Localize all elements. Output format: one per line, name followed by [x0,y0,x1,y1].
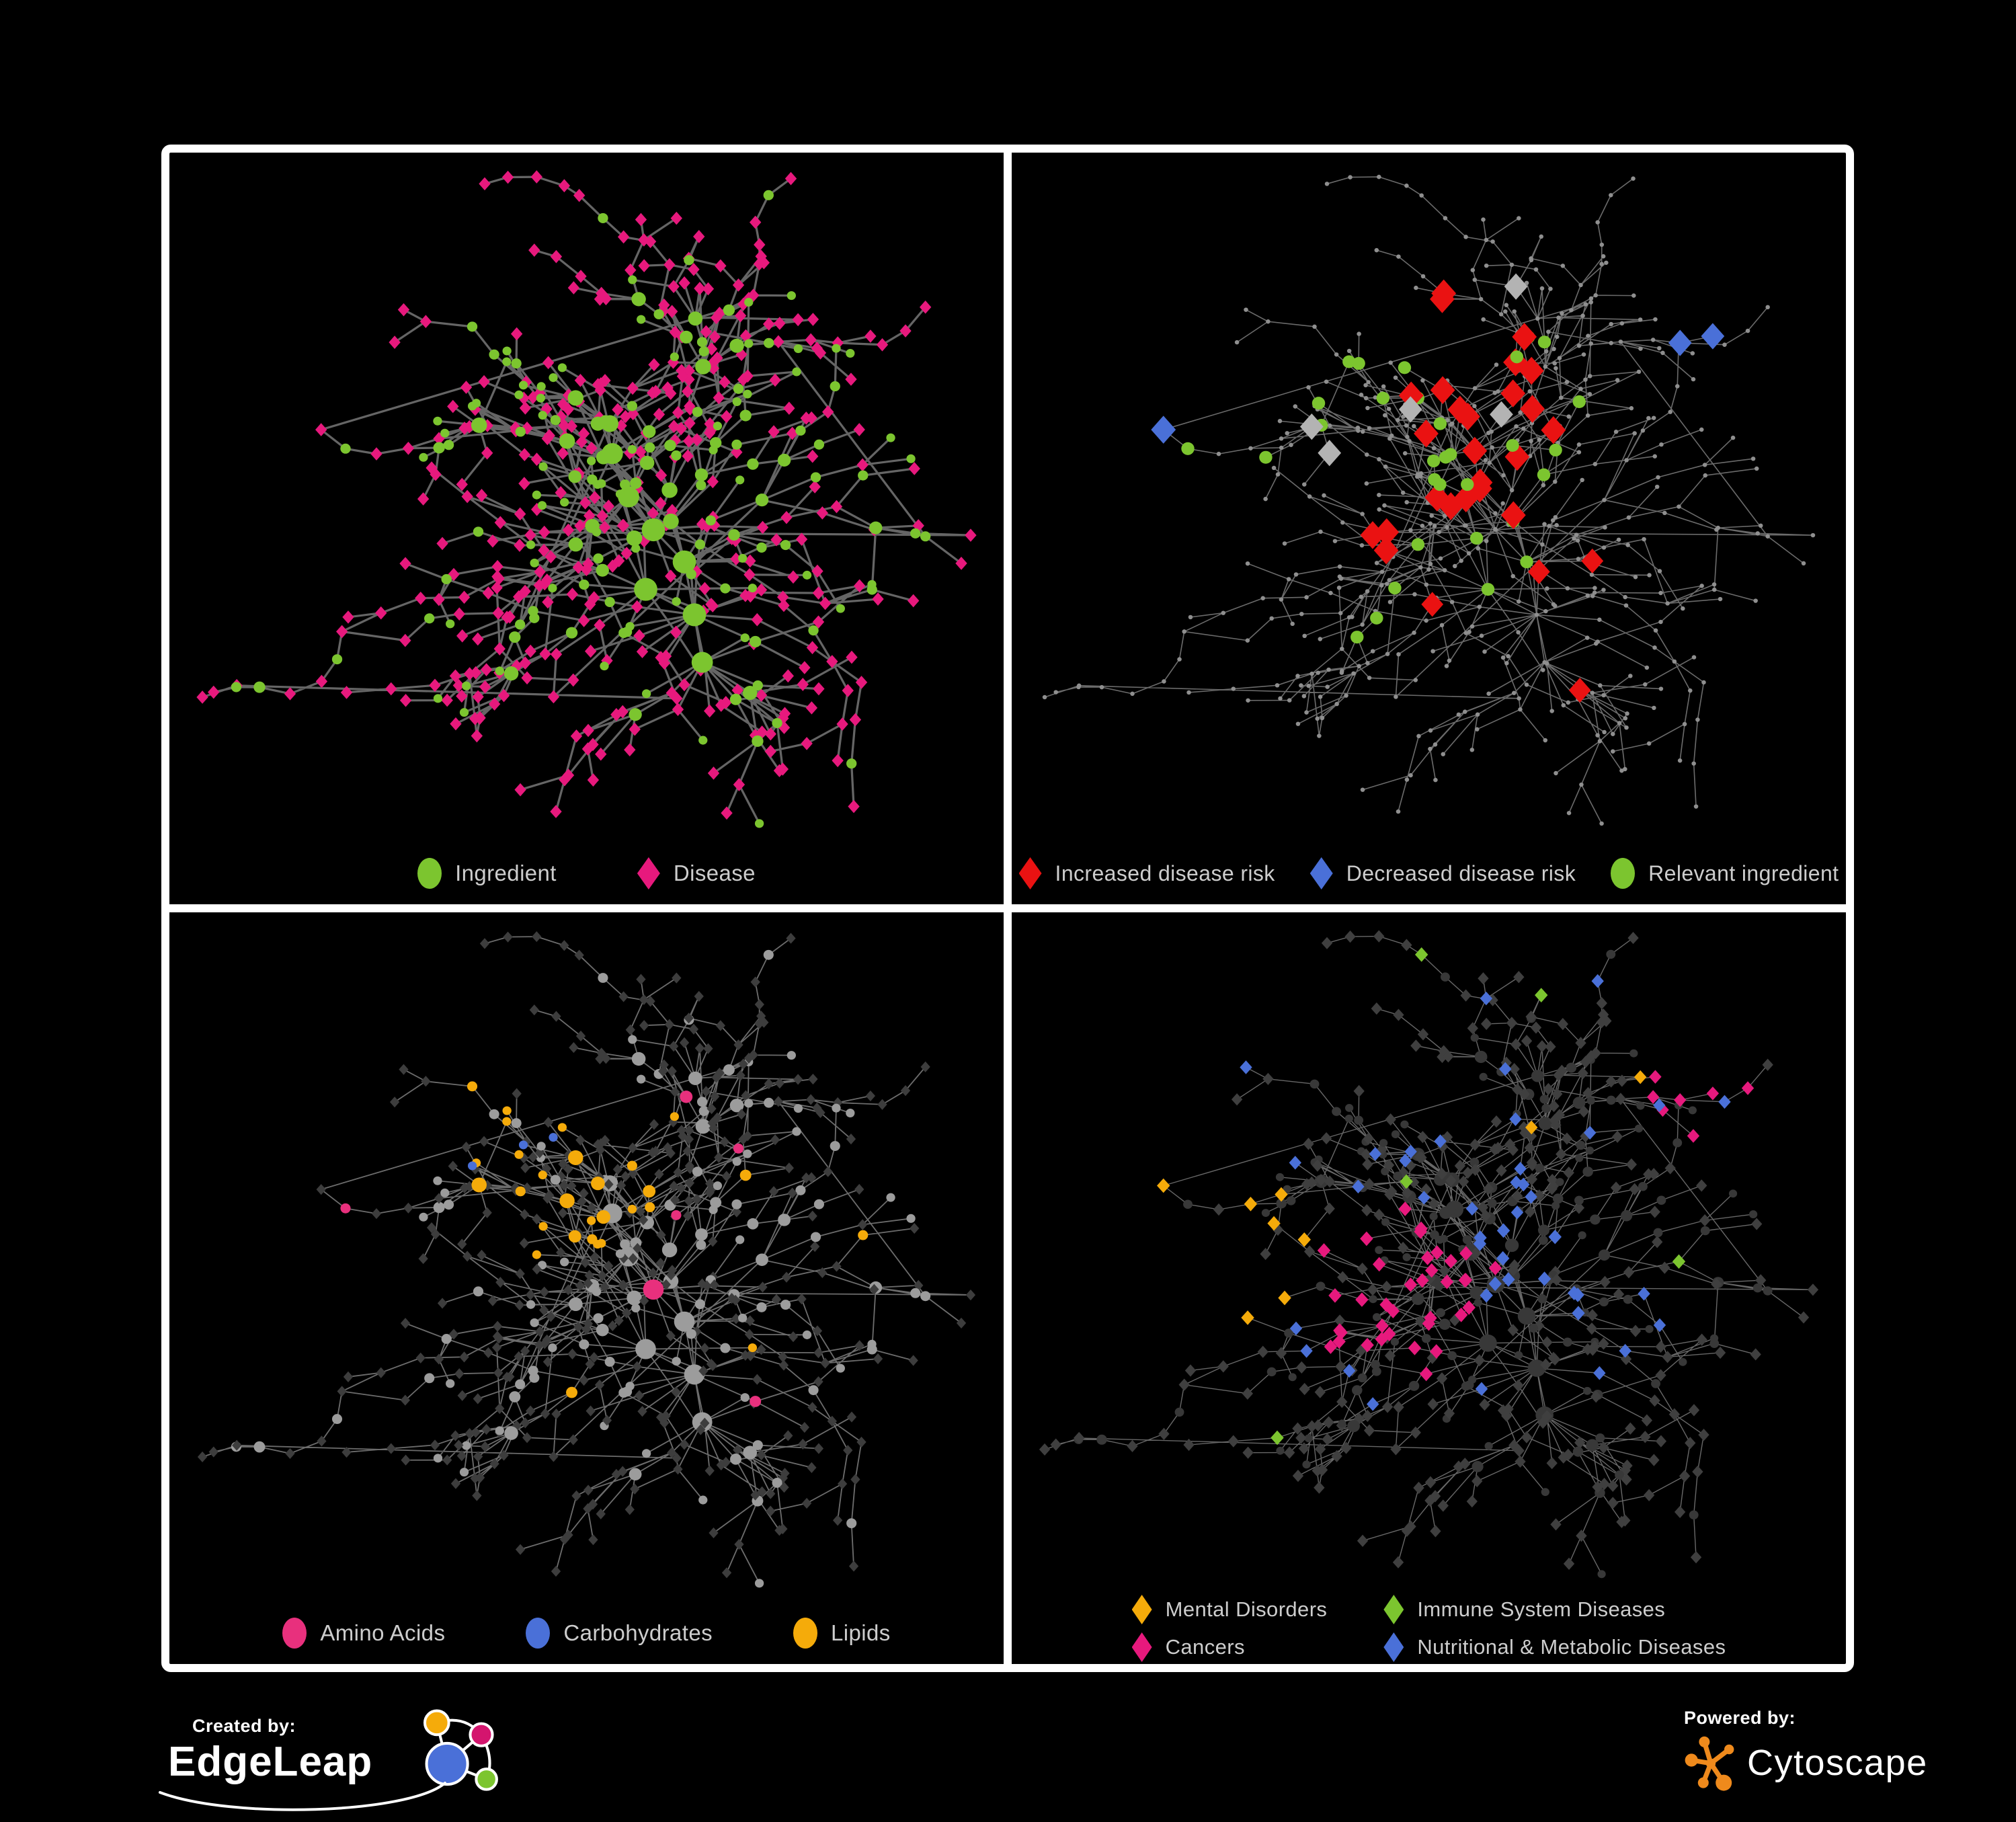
legend-item-relevant-ingredient: Relevant ingredient [1611,858,1839,889]
legend-item-ingredient: Ingredient [417,858,557,889]
disease-risk-network-graph [1042,174,1816,826]
carbohydrates-marker-icon [526,1618,551,1649]
legend-label: Ingredient [455,861,557,885]
legend-label: Decreased disease risk [1346,861,1576,885]
nutritional-metabolic-diseases-marker-icon [1383,1632,1404,1662]
legend-item-lipids: Lipids [793,1618,891,1649]
legend-label: Disease [673,861,756,885]
legend-label: Immune System Diseases [1417,1597,1666,1621]
legend-item-carbohydrates: Carbohydrates [526,1618,713,1649]
legend-label: Mental Disorders [1165,1597,1328,1621]
panel-ingredient-disease: Ingredient Disease [169,153,1004,904]
panel-disease-classes: Mental Disorders Immune System Diseases … [1012,912,1846,1664]
powered-by-label: Powered by: [1684,1708,1796,1728]
decreased-risk-marker-icon [1309,857,1333,889]
edgeleap-swoosh-icon [159,1782,446,1811]
legend-label: Carbohydrates [563,1620,713,1645]
disease-class-network-graph [1039,930,1819,1579]
cytoscape-logo: Powered by: Cytoscape [1684,1708,1928,1793]
amino-acids-marker-icon [282,1618,307,1649]
cancers-marker-icon [1131,1632,1152,1662]
legend-item-cancers: Cancers [1131,1632,1328,1662]
cytoscape-wordmark: Cytoscape [1747,1743,1928,1783]
figure-frame: Ingredient Disease Increased disease ris… [161,145,1854,1672]
panel-nutrient-classes: Amino Acids Carbohydrates Lipids [169,912,1004,1664]
legend-label: Lipids [831,1620,891,1645]
cytoscape-icon [1685,1736,1734,1791]
legend-item-increased-risk: Increased disease risk [1018,857,1275,889]
panel-disease-risk: Increased disease risk Decreased disease… [1012,153,1846,904]
relevant-ingredient-marker-icon [1611,858,1636,889]
legend-disease-classes: Mental Disorders Immune System Diseases … [1012,1593,1846,1664]
nutrient-class-network-graph [197,931,976,1588]
legend-item-disease: Disease [637,857,756,889]
ingredient-marker-icon [417,858,442,889]
legend-label: Relevant ingredient [1648,861,1839,885]
legend-item-immune-system-diseases: Immune System Diseases [1383,1595,1726,1624]
legend-item-mental-disorders: Mental Disorders [1131,1595,1328,1624]
legend-ingredient-disease: Ingredient Disease [169,842,1004,904]
legend-label: Nutritional & Metabolic Diseases [1417,1635,1726,1659]
increased-risk-marker-icon [1018,857,1042,889]
edgeleap-network-icon [423,1709,498,1791]
immune-system-diseases-marker-icon [1383,1595,1404,1624]
mental-disorders-marker-icon [1131,1595,1152,1624]
created-by-label: Created by: [192,1716,296,1736]
legend-label: Cancers [1165,1635,1245,1659]
legend-item-nutritional-metabolic-diseases: Nutritional & Metabolic Diseases [1383,1632,1726,1662]
ingredient-disease-network-graph [196,170,977,828]
lipids-marker-icon [793,1618,817,1649]
disease-marker-icon [637,857,660,889]
legend-item-amino-acids: Amino Acids [282,1618,445,1649]
legend-label: Increased disease risk [1055,861,1275,885]
legend-disease-risk: Increased disease risk Decreased disease… [1012,842,1846,904]
edgeleap-logo: Created by: EdgeLeap [159,1709,571,1817]
legend-label: Amino Acids [320,1620,446,1645]
legend-nutrient-classes: Amino Acids Carbohydrates Lipids [169,1602,1004,1664]
legend-item-decreased-risk: Decreased disease risk [1309,857,1576,889]
edgeleap-wordmark: EdgeLeap [168,1739,373,1785]
